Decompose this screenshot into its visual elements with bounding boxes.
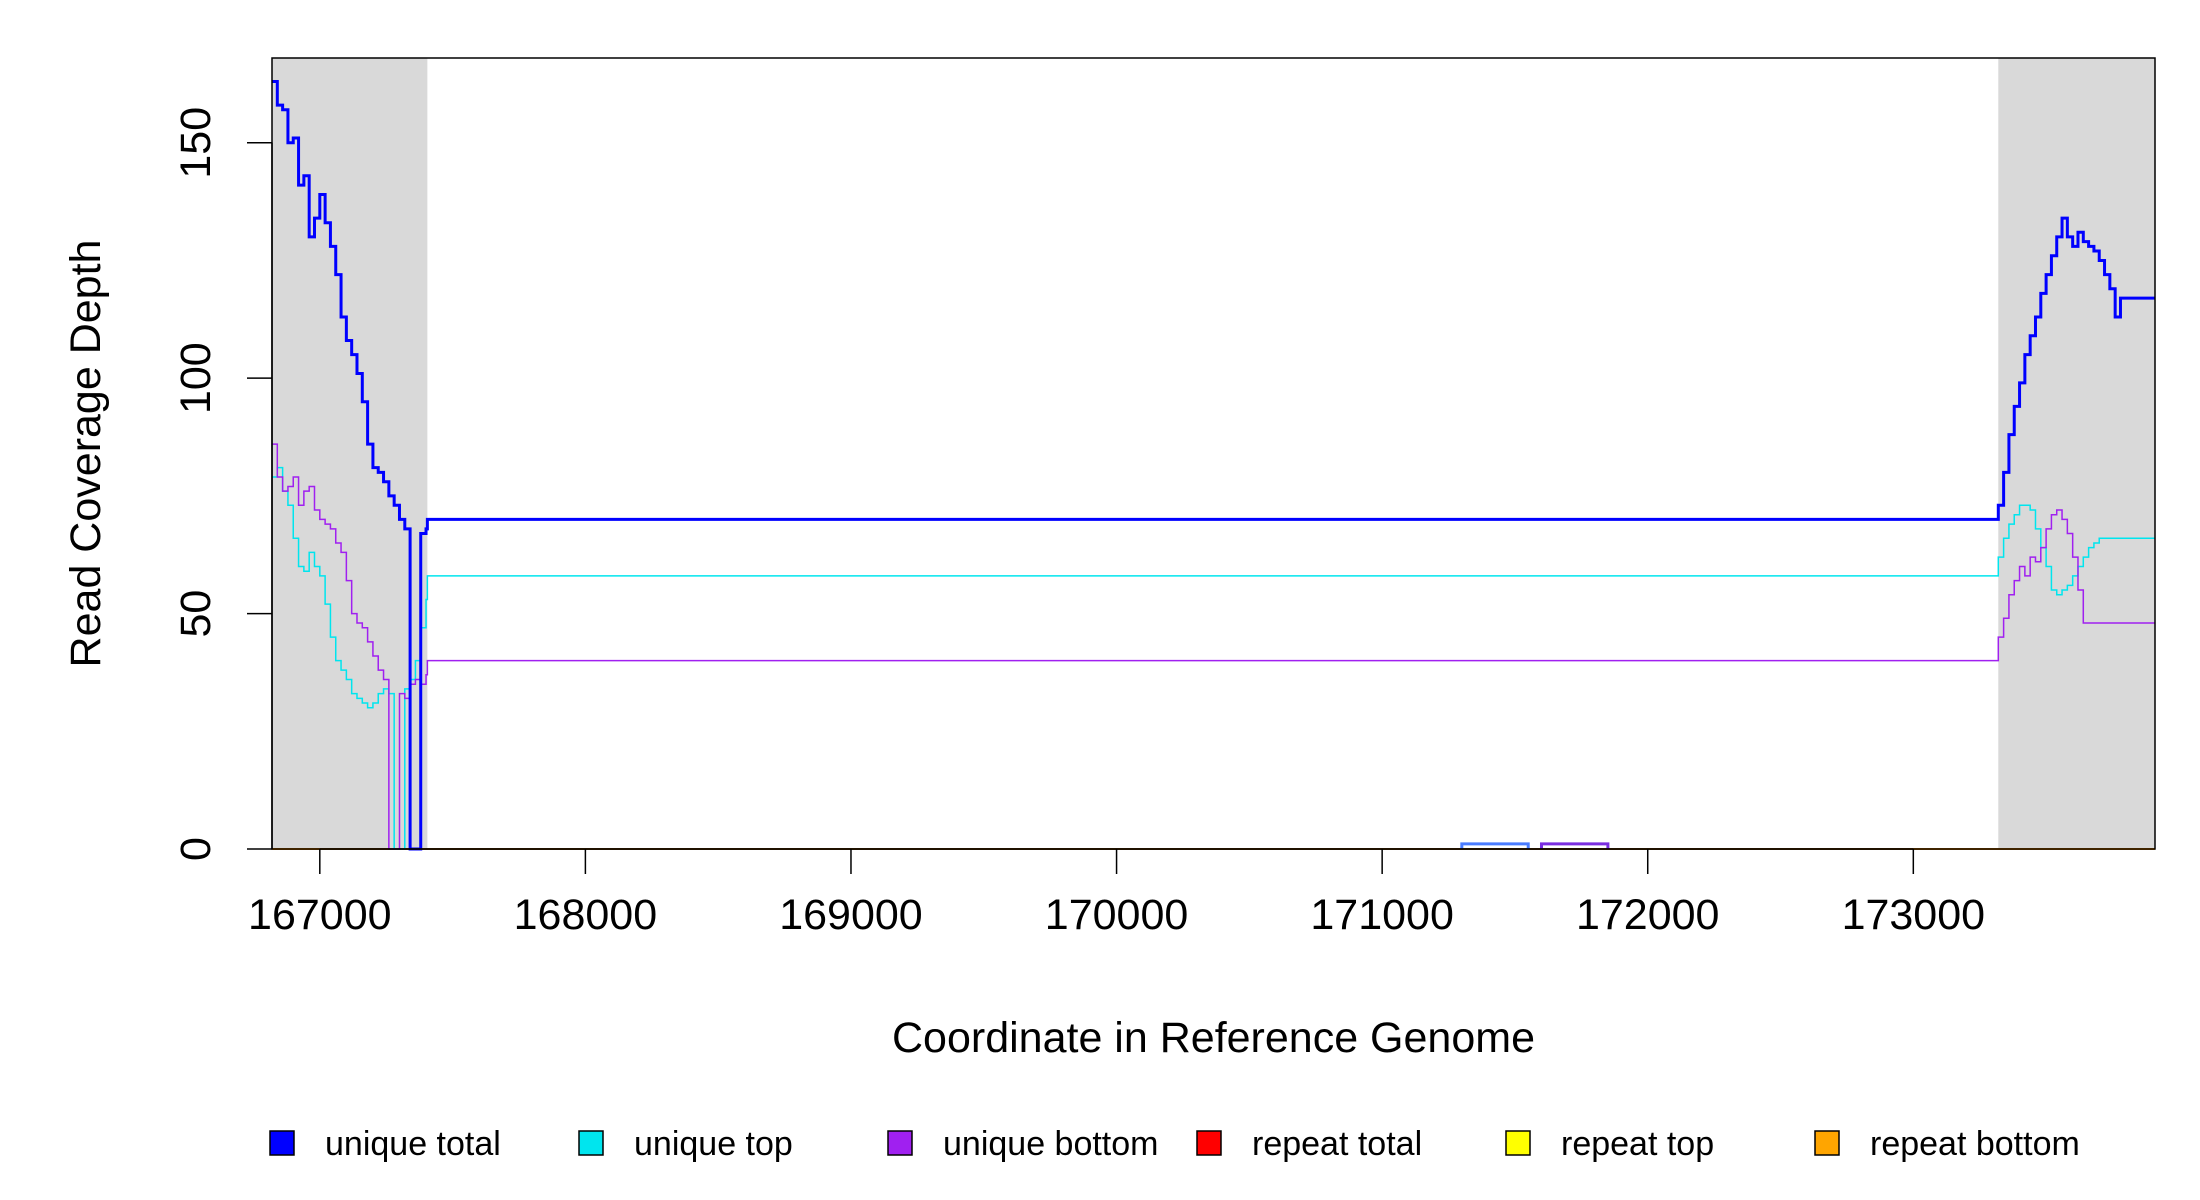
legend-label: repeat top [1561,1125,1714,1163]
x-tick-label: 170000 [1045,891,1189,939]
legend-entry-unique-bottom: unique bottom [887,1125,1159,1163]
x-tick-label: 172000 [1576,891,1720,939]
legend-entry-repeat-total: repeat total [1196,1125,1422,1163]
series-line-unique-bottom [272,443,2155,850]
series-line-unique-total [272,80,2155,851]
series-lines [272,80,2155,851]
legend-swatch [887,1130,913,1156]
legend: unique total unique top unique bottom repea… [269,1125,2080,1163]
legend-entry-repeat-bottom: repeat bottom [1814,1125,2080,1163]
legend-swatch [1505,1130,1531,1156]
legend-entry-unique-top: unique top [578,1125,793,1163]
legend-swatch [578,1130,604,1156]
series-bump-unique-bottom [1540,842,1610,849]
x-tick-label: 173000 [1842,891,1986,939]
series-bump-unique-total [1460,842,1530,849]
x-tick-label: 171000 [1310,891,1454,939]
legend-swatch [1814,1130,1840,1156]
plot-frame [271,57,2156,850]
x-tick-label: 167000 [248,891,392,939]
shaded-region-1 [1998,58,2155,849]
series-line-unique-top [272,466,2155,850]
legend-entry-unique-total: unique total [269,1125,501,1163]
legend-label: unique total [325,1125,501,1163]
x-tick-label: 168000 [514,891,658,939]
legend-label: repeat total [1252,1125,1422,1163]
x-axis-label: Coordinate in Reference Genome [892,1014,1535,1062]
x-tick-label: 169000 [779,891,923,939]
legend-label: unique top [634,1125,793,1163]
y-tick-label: 100 [172,342,220,414]
legend-label: unique bottom [943,1125,1159,1163]
legend-swatch [269,1130,295,1156]
legend-label: repeat bottom [1870,1125,2080,1163]
y-tick-label: 0 [172,837,220,861]
y-axis: 0 50 100 150 [172,107,273,861]
y-tick-label: 50 [172,590,220,638]
shaded-regions [272,58,2155,849]
shaded-region-0 [272,58,428,849]
legend-swatch [1196,1130,1222,1156]
legend-entry-repeat-top: repeat top [1505,1125,1714,1163]
y-axis-label: Read Coverage Depth [62,240,110,668]
x-axis: 167000 168000 169000 170000 171000 172000 1730… [248,848,1986,939]
y-tick-label: 150 [172,107,220,179]
